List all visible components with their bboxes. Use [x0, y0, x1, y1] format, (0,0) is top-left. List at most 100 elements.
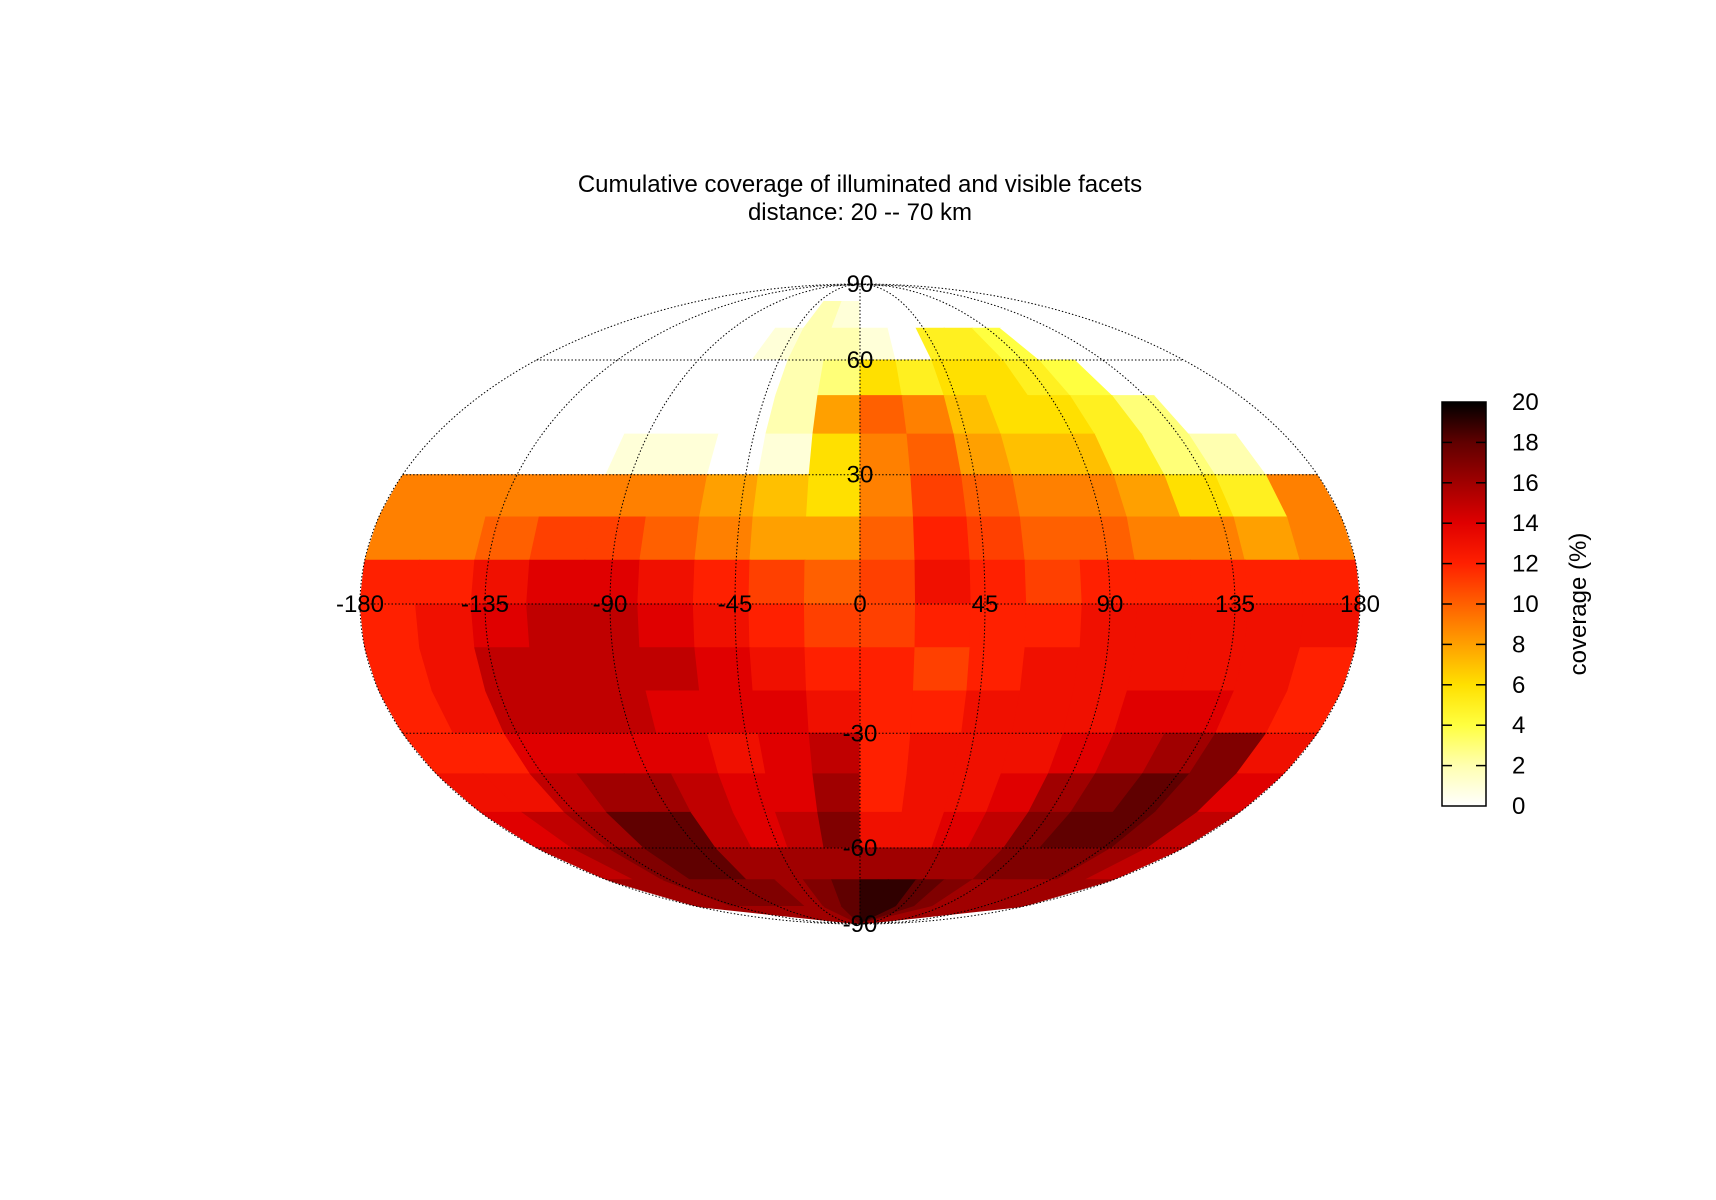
heatmap-cell — [751, 906, 861, 924]
heatmap-cell — [584, 647, 647, 692]
heatmap-cell — [812, 395, 861, 435]
longitude-tick-label: 135 — [1215, 591, 1255, 618]
heatmap-cell — [715, 906, 861, 924]
heatmap-cell — [804, 516, 861, 561]
heatmap-cell — [474, 647, 540, 692]
latitude-tick-label: 30 — [847, 462, 874, 489]
meridian-line — [859, 283, 986, 925]
colorbar-tick-label: 4 — [1512, 712, 1525, 739]
heatmap-cell — [906, 732, 963, 775]
heatmap-cell — [699, 474, 759, 518]
longitude-tick-label: -90 — [593, 591, 628, 618]
colorbar-tick-label: 10 — [1512, 591, 1539, 618]
graticule — [360, 283, 1360, 925]
heatmap-cell — [1019, 647, 1081, 692]
heatmap-cell — [859, 559, 917, 605]
chart-title: Cumulative coverage of illuminated and v… — [578, 171, 1142, 198]
heatmap-cell — [757, 433, 814, 476]
heatmap-cell — [1126, 647, 1191, 692]
longitude-tick-label: -45 — [718, 591, 753, 618]
heatmap-cell — [859, 647, 916, 692]
colorbar-tick-label: 6 — [1512, 672, 1525, 699]
heatmap-cell — [966, 516, 1026, 561]
heatmap-cell — [526, 603, 586, 649]
heatmap-cell — [752, 690, 810, 734]
heatmap-cell — [840, 906, 861, 924]
heatmap-cell — [645, 474, 709, 518]
heatmap-cell — [1134, 603, 1194, 649]
map-outline — [359, 283, 1361, 925]
heatmap-cell — [859, 516, 916, 561]
heatmap-cell — [699, 690, 759, 734]
heatmap-cell — [749, 516, 808, 561]
colorbar-tick-label: 18 — [1512, 429, 1539, 456]
heatmap-cell — [859, 773, 908, 813]
heatmap-cell — [859, 603, 917, 649]
heatmap-cell — [639, 516, 701, 561]
longitude-tick-label: 180 — [1340, 591, 1380, 618]
heatmap-cell — [757, 732, 814, 775]
heatmap-cell — [906, 433, 963, 476]
colorbar-ticks: 0 2 4 6 8 10 12 14 16 18 20 — [1442, 389, 1539, 820]
heatmap-cell — [812, 773, 861, 813]
heatmap-cell — [694, 647, 754, 692]
heatmap-cell — [803, 603, 861, 649]
heatmap-cell — [1024, 559, 1083, 605]
colorbar-tick-label: 0 — [1512, 793, 1525, 820]
heatmap-cell — [526, 559, 586, 605]
heatmap-cell — [696, 906, 861, 924]
heatmap-cell — [637, 603, 696, 649]
heatmap-cell — [748, 559, 806, 605]
colorbar-tick-label: 14 — [1512, 510, 1539, 537]
heatmap-cell — [961, 690, 1021, 734]
heatmap-cell — [1073, 647, 1136, 692]
colorbar: 0 2 4 6 8 10 12 14 16 18 20 coverage (%) — [1441, 389, 1592, 820]
heatmap-cell — [912, 647, 971, 692]
heatmap-cell — [529, 516, 594, 561]
longitude-tick-label: -180 — [336, 591, 384, 618]
latitude-tick-labels: 90 60 30 -30 -60 -90 — [843, 271, 878, 938]
latitude-tick-label: 60 — [847, 347, 874, 374]
heatmap-cell — [474, 516, 540, 561]
heatmap-cell — [1024, 603, 1083, 649]
colorbar-tick-label: 8 — [1512, 631, 1525, 658]
heatmap-cell — [769, 906, 861, 924]
heatmap-cell — [966, 647, 1026, 692]
heatmap-cell — [1126, 516, 1191, 561]
heatmap-cell — [645, 690, 709, 734]
colorbar-tick-label: 20 — [1512, 389, 1539, 416]
heatmap-cell — [859, 906, 1024, 924]
longitude-tick-label: 0 — [853, 591, 866, 618]
heatmap-cell — [823, 906, 861, 924]
heatmap-cell — [749, 647, 808, 692]
heatmap-cell — [859, 395, 908, 435]
latitude-tick-label: -30 — [843, 720, 878, 747]
heatmap-cell — [914, 559, 972, 605]
colorbar-label: coverage (%) — [1565, 533, 1592, 676]
heatmap-cell — [1019, 516, 1081, 561]
longitude-tick-labels: -180 -135 -90 -45 0 45 90 135 180 — [336, 591, 1380, 618]
heatmap-cell — [748, 603, 806, 649]
chart-subtitle: distance: 20 -- 70 km — [748, 199, 972, 226]
longitude-tick-label: 90 — [1097, 591, 1124, 618]
heatmap-cell — [639, 647, 701, 692]
heatmap-cell — [752, 474, 810, 518]
heatmap-cell — [803, 559, 861, 605]
heatmap-cell — [637, 559, 696, 605]
heatmap-cell — [529, 647, 594, 692]
heatmap-cells — [360, 284, 1360, 924]
latitude-tick-label: 90 — [847, 271, 874, 298]
latitude-tick-label: -60 — [843, 835, 878, 862]
longitude-tick-label: -135 — [461, 591, 509, 618]
heatmap-cell — [910, 690, 968, 734]
heatmap-cell — [912, 516, 971, 561]
colorbar-tick-label: 2 — [1512, 753, 1525, 780]
heatmap-cell — [961, 474, 1021, 518]
heatmap-cell — [787, 906, 861, 924]
heatmap-cell — [1134, 559, 1194, 605]
heatmap-cell — [694, 516, 754, 561]
latitude-tick-label: -90 — [843, 911, 878, 938]
meridian-line — [484, 283, 861, 925]
colorbar-tick-label: 16 — [1512, 470, 1539, 497]
